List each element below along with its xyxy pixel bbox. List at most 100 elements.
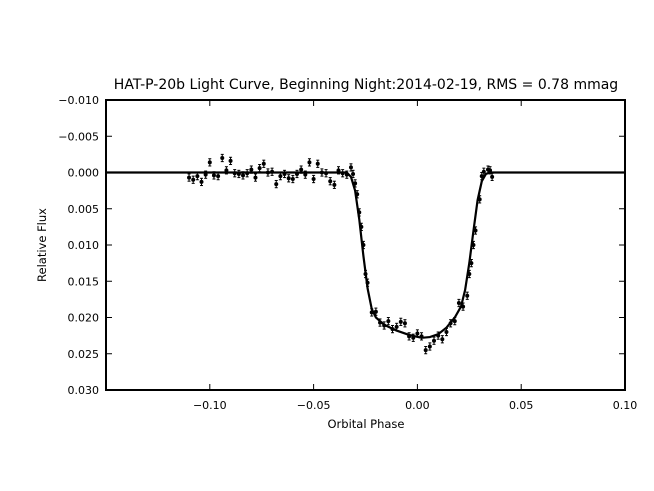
data-marker <box>299 167 304 172</box>
data-point <box>187 173 192 182</box>
data-point <box>355 190 360 199</box>
data-marker <box>274 182 279 187</box>
data-marker <box>328 179 333 184</box>
data-marker <box>191 177 196 182</box>
data-marker <box>249 167 254 172</box>
data-marker <box>253 175 258 180</box>
data-point <box>265 168 270 177</box>
data-marker <box>427 344 432 349</box>
y-tick-label: 0.025 <box>68 348 100 361</box>
data-point <box>436 331 441 340</box>
data-point <box>373 307 378 316</box>
data-point <box>207 158 212 167</box>
data-marker <box>332 182 337 187</box>
data-marker <box>469 261 474 266</box>
data-point <box>402 319 407 328</box>
data-marker <box>432 338 437 343</box>
data-marker <box>423 348 428 353</box>
data-point <box>440 335 445 344</box>
data-point <box>361 240 366 250</box>
data-marker <box>261 161 266 166</box>
y-tick-label: 0.030 <box>68 384 100 397</box>
data-point <box>224 166 229 175</box>
y-tick-label: −0.010 <box>58 94 99 107</box>
data-marker <box>382 323 387 328</box>
data-point <box>241 171 246 180</box>
data-point <box>490 172 495 181</box>
data-point <box>261 159 266 168</box>
data-point <box>369 308 374 317</box>
data-marker <box>286 176 291 181</box>
y-tick-label: −0.005 <box>58 130 99 143</box>
data-marker <box>363 272 368 276</box>
data-point <box>411 333 416 342</box>
data-marker <box>241 173 246 178</box>
data-point <box>448 319 453 328</box>
data-marker <box>211 173 216 178</box>
y-axis-label: Relative Flux <box>35 208 49 282</box>
data-marker <box>307 160 312 165</box>
data-point <box>427 342 432 351</box>
data-point <box>253 173 258 182</box>
data-point <box>220 153 225 163</box>
data-point <box>311 174 316 184</box>
data-marker <box>278 174 283 179</box>
data-marker <box>386 319 391 324</box>
data-marker <box>224 168 229 173</box>
data-point <box>456 298 461 308</box>
x-axis: −0.10 −0.05 0.00 0.05 0.10 <box>193 100 637 412</box>
data-marker <box>290 177 295 182</box>
data-point <box>394 322 399 332</box>
chart-title: HAT-P-20b Light Curve, Beginning Night:2… <box>114 77 618 93</box>
data-marker <box>340 171 345 176</box>
data-marker <box>369 310 374 315</box>
x-tick-label: −0.05 <box>297 399 331 412</box>
transit-model-line <box>106 171 625 339</box>
data-marker <box>361 243 366 247</box>
x-tick-label: 0.00 <box>405 399 430 412</box>
data-point <box>257 164 262 173</box>
data-point <box>216 172 221 181</box>
data-marker <box>195 174 200 179</box>
data-marker <box>473 228 478 233</box>
data-marker <box>461 304 466 309</box>
data-point <box>299 165 304 174</box>
data-point <box>324 169 329 178</box>
data-marker <box>440 337 445 342</box>
data-point <box>328 177 333 186</box>
data-point <box>249 165 254 174</box>
data-marker <box>265 170 270 175</box>
data-point <box>382 321 387 330</box>
data-marker <box>336 168 341 173</box>
x-axis-label: Orbital Phase <box>327 417 404 431</box>
data-point <box>363 269 368 279</box>
data-point <box>236 169 241 179</box>
data-point <box>351 169 356 179</box>
data-point <box>286 174 291 183</box>
data-marker <box>199 179 204 184</box>
data-marker <box>411 335 416 340</box>
data-marker <box>187 175 192 180</box>
data-marker <box>282 171 287 176</box>
data-marker <box>203 172 208 177</box>
data-marker <box>436 333 441 338</box>
x-tick-label: 0.10 <box>613 399 638 412</box>
data-marker <box>415 331 420 336</box>
data-marker <box>407 334 412 339</box>
data-marker <box>467 272 472 276</box>
data-point <box>228 156 233 166</box>
data-point <box>191 175 196 184</box>
data-point <box>469 259 474 268</box>
data-marker <box>324 171 329 176</box>
y-tick-label: 0.005 <box>68 203 100 216</box>
data-marker <box>315 161 320 166</box>
data-point <box>332 180 337 189</box>
data-point <box>390 324 395 334</box>
data-point <box>465 291 470 300</box>
data-point <box>245 169 250 178</box>
data-marker <box>378 320 383 325</box>
data-marker <box>351 171 356 176</box>
data-marker <box>398 319 403 324</box>
data-marker <box>311 177 316 182</box>
data-point <box>398 317 403 326</box>
